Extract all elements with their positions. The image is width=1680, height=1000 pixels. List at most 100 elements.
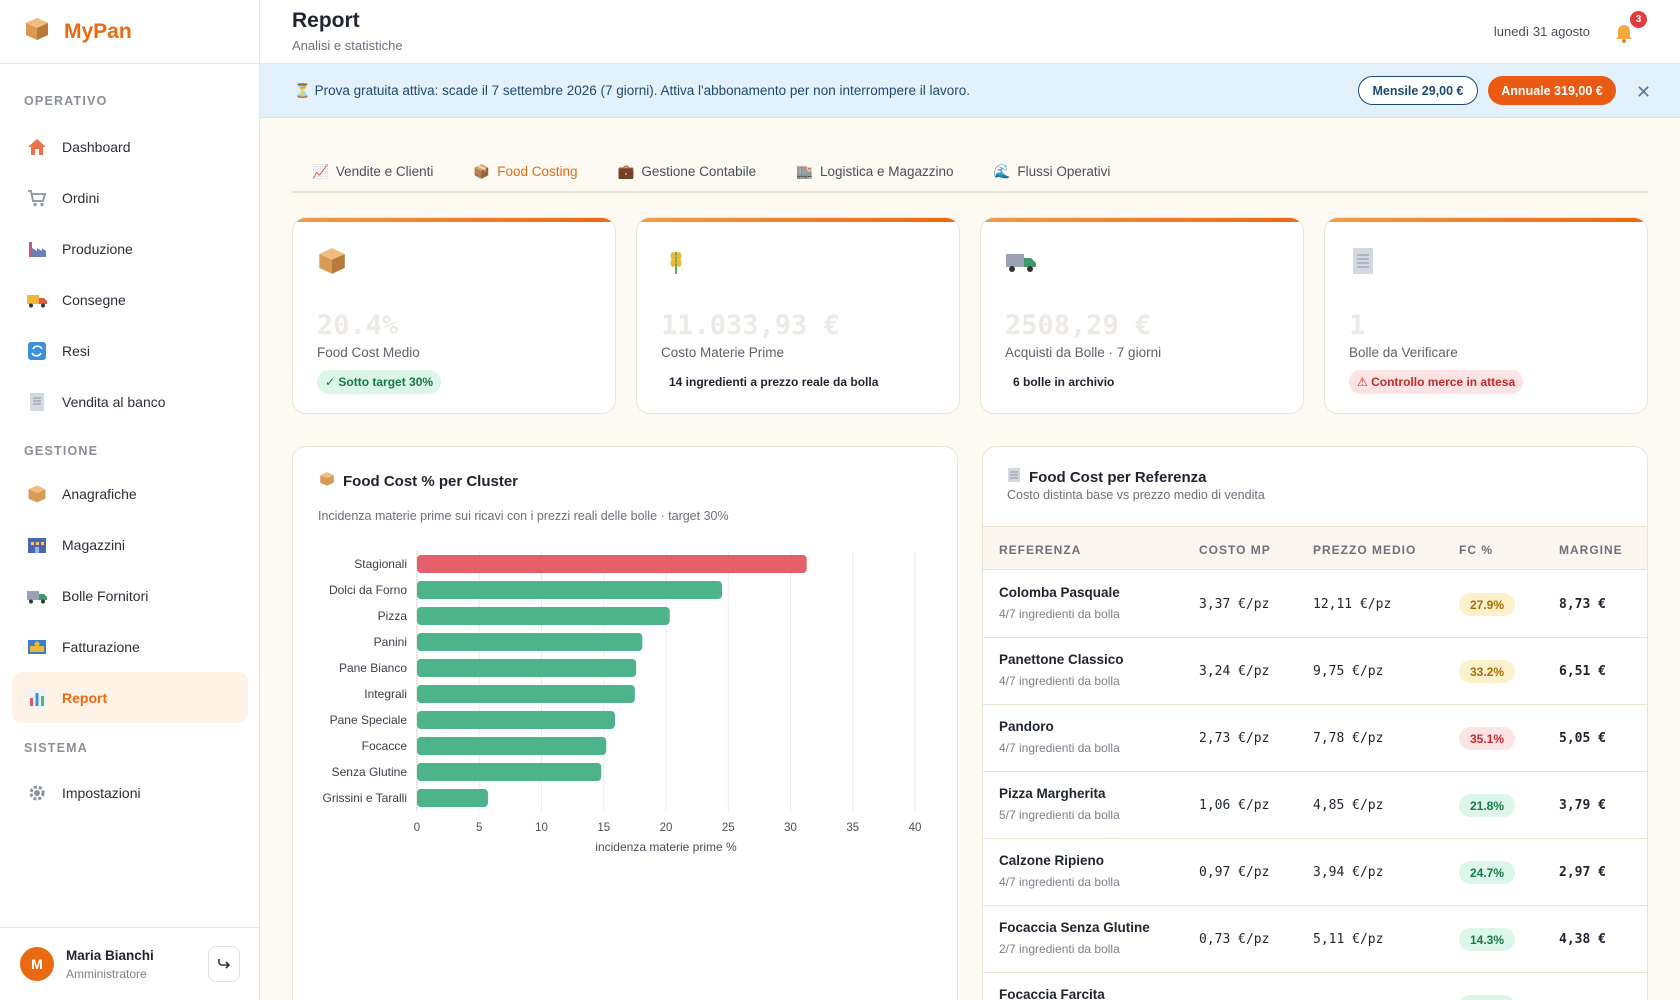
table-row[interactable]: Colomba Pasquale 4/7 ingredienti da bolla… xyxy=(983,571,1647,638)
tab-gestione-contabile[interactable]: 💼 Gestione Contabile xyxy=(598,150,777,193)
sidebar-item-impostazioni[interactable]: Impostazioni xyxy=(12,767,248,818)
sidebar-item-bolle-fornitori[interactable]: Bolle Fornitori xyxy=(12,570,248,621)
fc-badge: 35.1% xyxy=(1459,727,1515,750)
y-tick-label: Integrali xyxy=(364,687,407,701)
nav-section-gestione: GESTIONE xyxy=(24,444,99,458)
tab-label: Vendite e Clienti xyxy=(335,164,434,179)
referenza-ingredients-note: 4/7 ingredienti da bolla xyxy=(999,607,1120,621)
panel-subtitle: Incidenza materie prime sui ricavi con i… xyxy=(318,509,729,523)
box-icon xyxy=(317,246,347,276)
prezzo-medio-cell: 4,85 €/pz xyxy=(1313,798,1384,813)
sidebar-item-label: Report xyxy=(62,689,108,706)
sidebar-item-ordini[interactable]: Ordini xyxy=(12,172,248,223)
sidebar-item-label: Consegne xyxy=(62,291,126,308)
table-row[interactable]: Pizza Margherita 5/7 ingredienti da bolla… xyxy=(983,772,1647,839)
costo-mp-cell: 2,73 €/pz xyxy=(1199,731,1270,746)
truck-icon xyxy=(26,289,48,311)
kpi-label: Acquisti da Bolle · 7 giorni xyxy=(1005,345,1162,360)
box-icon xyxy=(319,471,335,491)
x-tick-label: 40 xyxy=(909,822,922,834)
fc-badge: 14.3% xyxy=(1459,928,1515,951)
referenza-name: Pandoro xyxy=(999,719,1054,734)
sidebar-item-anagrafiche[interactable]: Anagrafiche xyxy=(12,468,248,519)
box-logo-icon xyxy=(24,16,50,47)
avatar[interactable]: M xyxy=(20,947,54,981)
kpi-status-badge: ✓ Sotto target 30% xyxy=(317,370,442,394)
x-tick-label: 30 xyxy=(784,822,797,834)
current-date: lunedì 31 agosto xyxy=(1493,24,1590,39)
tab-vendite-clienti[interactable]: 📈 Vendite e Clienti xyxy=(292,150,453,193)
sidebar-item-label: Ordini xyxy=(62,189,100,206)
column-header-costo-mp[interactable]: COSTO MP xyxy=(1199,543,1271,557)
sidebar-item-produzione[interactable]: Produzione xyxy=(12,223,248,274)
sidebar-item-label: Resi xyxy=(62,342,91,359)
logout-button[interactable] xyxy=(208,946,240,982)
sidebar-item-magazzini[interactable]: Magazzini xyxy=(12,519,248,570)
notifications-button[interactable] xyxy=(1612,20,1638,46)
bar xyxy=(417,555,807,573)
food-cost-cluster-panel: Food Cost % per Cluster Incidenza materi… xyxy=(292,446,958,1000)
y-tick-label: Pane Speciale xyxy=(330,713,408,727)
column-header-margine[interactable]: MARGINE xyxy=(1559,543,1623,557)
sidebar-item-consegne[interactable]: Consegne xyxy=(12,274,248,325)
truck-icon xyxy=(1005,246,1036,276)
y-tick-label: Pane Bianco xyxy=(339,661,407,675)
sidebar-item-vendita-banco[interactable]: Vendita al banco xyxy=(12,376,248,427)
brand[interactable]: MyPan xyxy=(0,0,259,64)
costo-mp-cell: 3,24 €/pz xyxy=(1199,664,1270,679)
bar xyxy=(417,581,723,599)
x-tick-label: 15 xyxy=(597,822,610,834)
x-tick-label: 0 xyxy=(414,822,420,834)
sidebar-item-label: Impostazioni xyxy=(62,784,141,801)
sidebar-item-report[interactable]: Report xyxy=(12,672,248,723)
sidebar-item-resi[interactable]: Resi xyxy=(12,325,248,376)
bar xyxy=(417,607,670,625)
fc-badge: 33.2% xyxy=(1459,660,1515,683)
y-tick-label: Pizza xyxy=(378,609,408,623)
tab-food-costing[interactable]: 📦 Food Costing xyxy=(453,150,597,193)
column-header-fc[interactable]: FC % xyxy=(1459,543,1493,557)
nav-section-operativo: OPERATIVO xyxy=(24,94,108,108)
monthly-plan-button[interactable]: Mensile 29,00 € xyxy=(1358,76,1478,105)
tab-logistica-magazzino[interactable]: 🏬 Logistica e Magazzino xyxy=(776,150,973,193)
kpi-accent-bar xyxy=(981,218,1303,222)
x-tick-label: 20 xyxy=(660,822,673,834)
margine-cell: 3,79 € xyxy=(1559,798,1606,813)
close-icon[interactable]: ✕ xyxy=(1636,82,1652,102)
tab-label: Gestione Contabile xyxy=(641,164,757,179)
table-row[interactable]: Calzone Ripieno 4/7 ingredienti da bolla 0… xyxy=(983,839,1647,906)
tab-flussi-operativi[interactable]: 🌊 Flussi Operativi xyxy=(974,150,1131,193)
sidebar-item-dashboard[interactable]: Dashboard xyxy=(12,121,248,172)
table-row[interactable]: Pandoro 4/7 ingredienti da bolla 2,73 €/pz… xyxy=(983,705,1647,772)
bell-icon xyxy=(1612,25,1636,48)
sidebar-item-fatturazione[interactable]: Fatturazione xyxy=(12,621,248,672)
table-row[interactable]: Focaccia Senza Glutine 2/7 ingredienti da… xyxy=(983,906,1647,973)
x-tick-label: 5 xyxy=(476,822,482,834)
kpi-accent-bar xyxy=(293,218,615,222)
kpi-label: Bolle da Verificare xyxy=(1349,345,1458,360)
column-header-referenza[interactable]: REFERENZA xyxy=(999,543,1082,557)
chart-up-icon: 📈 xyxy=(312,163,329,179)
table-row[interactable]: Focaccia Farcita0,81 €/pz3,51 €/pz23.0%2… xyxy=(983,973,1647,1000)
x-tick-label: 25 xyxy=(722,822,735,834)
user-role: Amministratore xyxy=(66,966,147,981)
user-box: M Maria Bianchi Amministratore xyxy=(0,927,260,1000)
panel-title-text: Food Cost % per Cluster xyxy=(343,472,519,490)
costo-mp-cell: 1,06 €/pz xyxy=(1199,798,1270,813)
report-tabs: 📈 Vendite e Clienti 📦 Food Costing 💼 Ges… xyxy=(292,150,1648,193)
kpi-value: 11.033,93 € xyxy=(661,310,840,341)
table-row[interactable]: Panettone Classico 4/7 ingredienti da bol… xyxy=(983,638,1647,705)
column-header-prezzo-medio[interactable]: PREZZO MEDIO xyxy=(1313,543,1417,557)
tab-label: Flussi Operativi xyxy=(1017,164,1111,179)
kpi-accent-bar xyxy=(637,218,959,222)
annual-plan-button[interactable]: Annuale 319,00 € xyxy=(1488,76,1616,105)
gear-icon xyxy=(26,782,48,804)
sidebar-item-label: Dashboard xyxy=(62,138,131,155)
bar xyxy=(417,659,637,677)
warehouse-icon xyxy=(26,534,48,556)
margine-cell: 2,97 € xyxy=(1559,865,1606,880)
y-tick-label: Senza Glutine xyxy=(332,765,408,779)
x-tick-label: 10 xyxy=(535,822,548,834)
kpi-note: 14 ingredienti a prezzo reale da bolla xyxy=(669,375,879,389)
margine-cell: 5,05 € xyxy=(1559,731,1606,746)
